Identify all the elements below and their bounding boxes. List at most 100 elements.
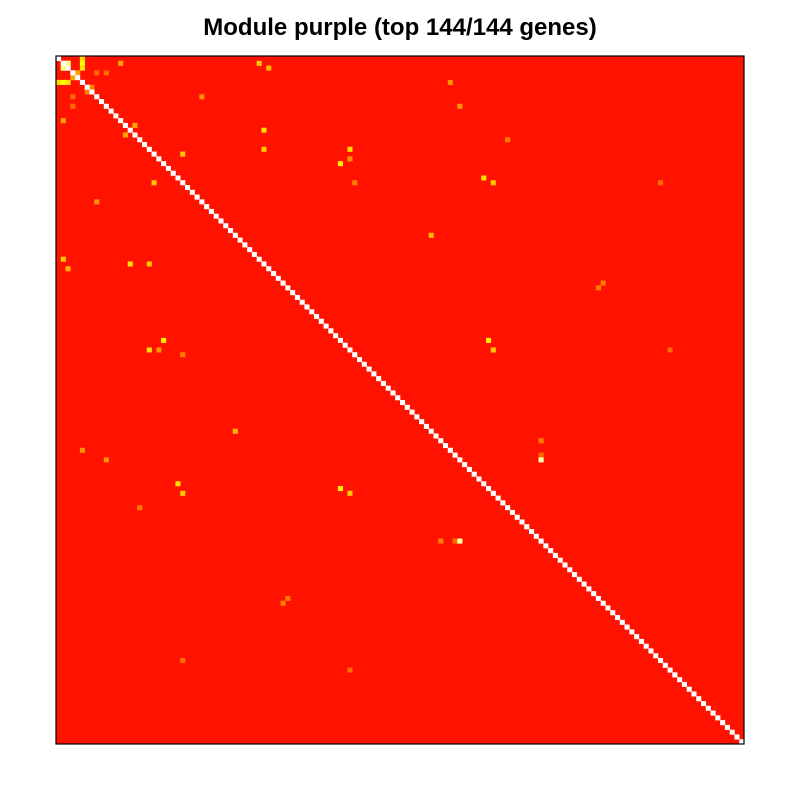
diagonal-cell — [285, 285, 291, 291]
heatmap-cell — [256, 60, 262, 66]
heatmap-cell — [118, 60, 124, 66]
heatmap-cell — [103, 457, 109, 463]
diagonal-cell — [653, 653, 659, 659]
heatmap-cell — [457, 538, 463, 544]
heatmap-cell — [595, 285, 601, 291]
diagonal-cell — [242, 242, 248, 248]
heatmap-cell — [486, 337, 492, 343]
diagonal-cell — [376, 376, 382, 382]
heatmap-cell — [337, 486, 343, 492]
diagonal-cell — [471, 471, 477, 477]
diagonal-cell — [529, 529, 535, 535]
diagonal-cell — [175, 175, 181, 181]
heatmap-cell — [481, 175, 487, 181]
diagonal-cell — [638, 638, 644, 644]
diagonal-cell — [204, 204, 210, 210]
heatmap-cell — [79, 447, 85, 453]
heatmap-cell — [347, 146, 353, 152]
diagonal-cell — [156, 156, 162, 162]
diagonal-cell — [600, 600, 606, 606]
diagonal-cell — [538, 538, 544, 544]
heatmap-cell — [199, 94, 205, 100]
diagonal-cell — [65, 65, 71, 71]
heatmap-cell — [151, 180, 157, 186]
diagonal-cell — [251, 251, 257, 257]
diagonal-cell — [619, 619, 625, 625]
heatmap-cell — [79, 60, 85, 66]
diagonal-cell — [79, 79, 85, 85]
diagonal-cell — [586, 586, 592, 592]
diagonal-cell — [122, 122, 128, 128]
diagonal-cell — [610, 610, 616, 616]
heatmap-cell — [447, 79, 453, 85]
heatmap-cell — [137, 505, 143, 511]
heatmap-cell — [457, 103, 463, 109]
heatmap-cell — [280, 600, 286, 606]
heatmap-cell — [600, 280, 606, 286]
diagonal-cell — [724, 724, 730, 730]
diagonal-cell — [132, 132, 138, 138]
heatmap-cell — [65, 79, 71, 85]
diagonal-cell — [519, 519, 525, 525]
diagonal-cell — [333, 333, 339, 339]
diagonal-cell — [170, 170, 176, 176]
heatmap-cell — [132, 122, 138, 128]
diagonal-cell — [557, 557, 563, 563]
diagonal-cell — [457, 457, 463, 463]
diagonal-cell — [342, 342, 348, 348]
diagonal-cell — [509, 509, 515, 515]
diagonal-cell — [634, 634, 640, 640]
heatmap-cell — [60, 65, 66, 71]
heatmap-cell — [538, 452, 544, 458]
diagonal-cell — [715, 715, 721, 721]
heatmap-cell — [261, 146, 267, 152]
diagonal-cell — [667, 667, 673, 673]
diagonal-cell — [151, 151, 157, 157]
diagonal-cell — [290, 290, 296, 296]
heatmap-cell — [65, 60, 71, 66]
diagonal-cell — [314, 314, 320, 320]
diagonal-cell — [247, 247, 253, 253]
diagonal-cell — [56, 56, 62, 62]
heatmap-cell — [180, 151, 186, 157]
heatmap-cell — [94, 199, 100, 205]
diagonal-cell — [648, 648, 654, 654]
diagonal-cell — [328, 328, 334, 334]
diagonal-cell — [118, 118, 124, 124]
heatmap-cell — [103, 70, 109, 76]
diagonal-cell — [75, 75, 81, 81]
diagonal-cell — [323, 323, 329, 329]
diagonal-cell — [490, 490, 496, 496]
diagonal-cell — [189, 189, 195, 195]
heatmap-cell — [180, 490, 186, 496]
diagonal-cell — [237, 237, 243, 243]
diagonal-cell — [266, 266, 272, 272]
heatmap-cell — [84, 89, 90, 95]
diagonal-cell — [404, 404, 410, 410]
heatmap-cells — [56, 56, 745, 745]
diagonal-cell — [739, 739, 745, 745]
diagonal-cell — [438, 438, 444, 444]
diagonal-cell — [548, 548, 554, 554]
diagonal-cell — [361, 361, 367, 367]
diagonal-cell — [495, 495, 501, 501]
diagonal-cell — [514, 514, 520, 520]
diagonal-cell — [452, 452, 458, 458]
diagonal-cell — [89, 89, 95, 95]
diagonal-cell — [185, 185, 191, 191]
heatmap-cell — [347, 667, 353, 673]
diagonal-cell — [395, 395, 401, 401]
diagonal-cell — [581, 581, 587, 587]
heatmap-cell — [79, 65, 85, 71]
diagonal-cell — [567, 567, 573, 573]
heatmap-cell — [266, 65, 272, 71]
diagonal-cell — [146, 146, 152, 152]
diagonal-cell — [352, 352, 358, 358]
diagonal-cell — [524, 524, 530, 530]
heatmap-cell — [538, 457, 544, 463]
heatmap-cell — [65, 266, 71, 272]
heatmap-cell — [70, 94, 76, 100]
heatmap-cell — [89, 84, 95, 90]
diagonal-cell — [481, 481, 487, 487]
diagonal-cell — [366, 366, 372, 372]
